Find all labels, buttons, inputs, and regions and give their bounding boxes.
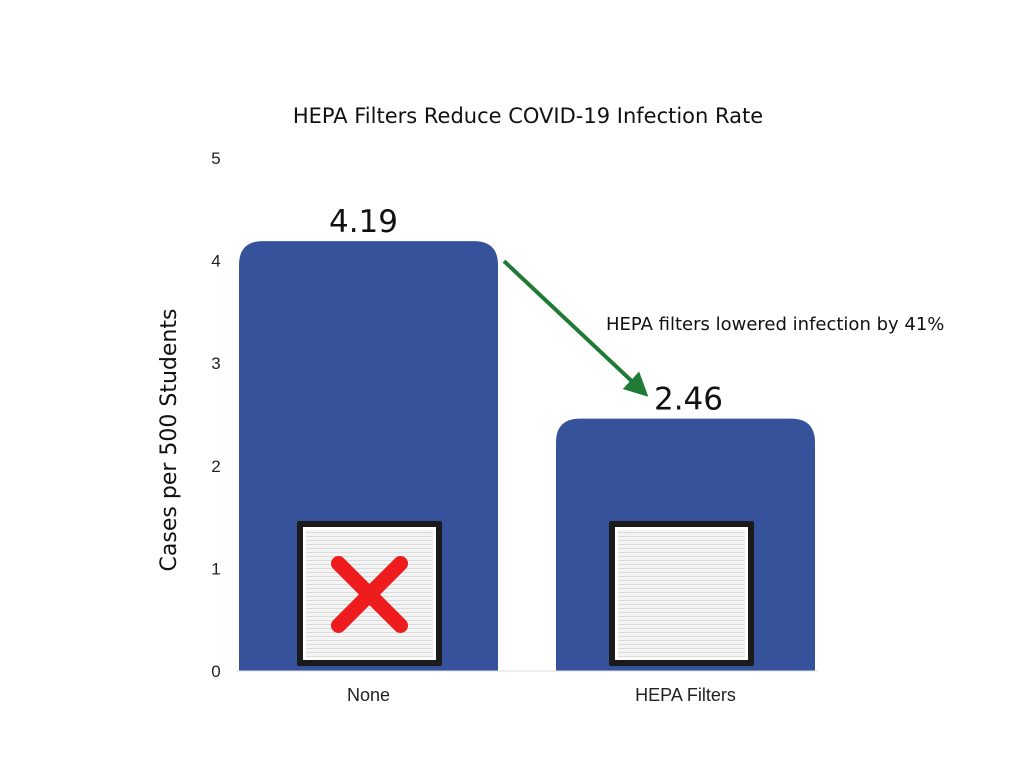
bar-icons: [297, 521, 754, 666]
x-axis: None HEPA Filters: [236, 670, 818, 705]
y-tick-label: 4: [211, 252, 220, 271]
y-tick-label: 0: [211, 662, 220, 681]
chart-title: HEPA Filters Reduce COVID-19 Infection R…: [293, 104, 763, 128]
data-label: 4.19: [329, 204, 398, 240]
y-tick-label: 5: [211, 149, 220, 168]
y-tick-label: 3: [211, 354, 220, 373]
y-tick-label: 1: [211, 559, 220, 578]
filter-icon: [609, 521, 754, 666]
change-arrow: [502, 259, 649, 397]
y-axis: 0 1 2 3 4 5: [211, 149, 220, 681]
data-labels: 4.19 2.46: [329, 204, 723, 417]
data-label: 2.46: [654, 382, 723, 418]
filter-with-red-x-icon: [297, 521, 442, 666]
cross-stroke: [331, 556, 408, 633]
x-tick-label: HEPA Filters: [635, 685, 736, 705]
filter-media: [618, 530, 745, 657]
change-annotation: HEPA filters lowered infection by 41%: [606, 314, 944, 335]
y-tick-label: 2: [211, 457, 220, 476]
x-tick-label: None: [347, 685, 390, 705]
y-axis-label: Cases per 500 Students: [157, 309, 182, 572]
